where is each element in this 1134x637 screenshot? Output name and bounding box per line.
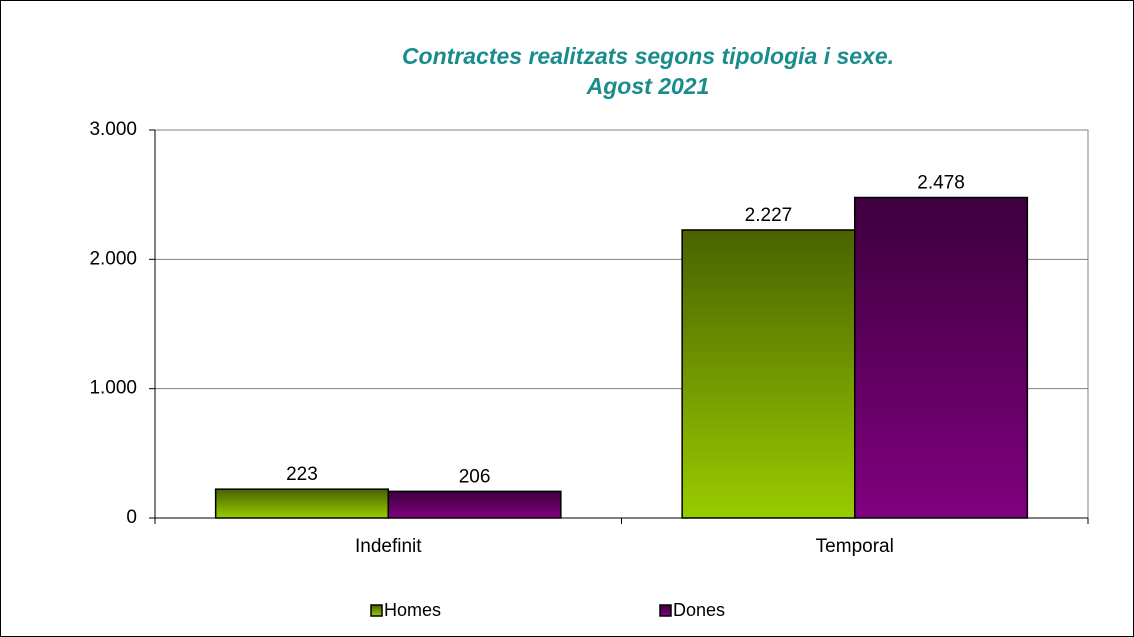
x-tick-label: Temporal [816,536,894,557]
bar [387,490,562,519]
legend-swatch [659,604,672,617]
data-label: 223 [286,464,318,485]
y-tick-label: 1.000 [89,378,137,399]
legend-swatch [370,604,383,617]
legend-label: Dones [673,600,725,620]
chart-title: Agost 2021 [586,73,710,99]
bar [681,229,856,519]
data-label: 206 [459,466,491,487]
data-label: 2.227 [745,205,793,226]
y-tick-label: 3.000 [89,119,137,140]
y-tick-label: 0 [126,507,137,528]
chart-title: Contractes realitzats segons tipologia i… [402,43,894,69]
data-label: 2.478 [917,173,965,194]
bar [854,196,1029,519]
bar [214,488,389,519]
legend-label: Homes [384,600,441,620]
x-tick-label: Indefinit [355,536,422,557]
y-tick-label: 2.000 [89,248,137,269]
